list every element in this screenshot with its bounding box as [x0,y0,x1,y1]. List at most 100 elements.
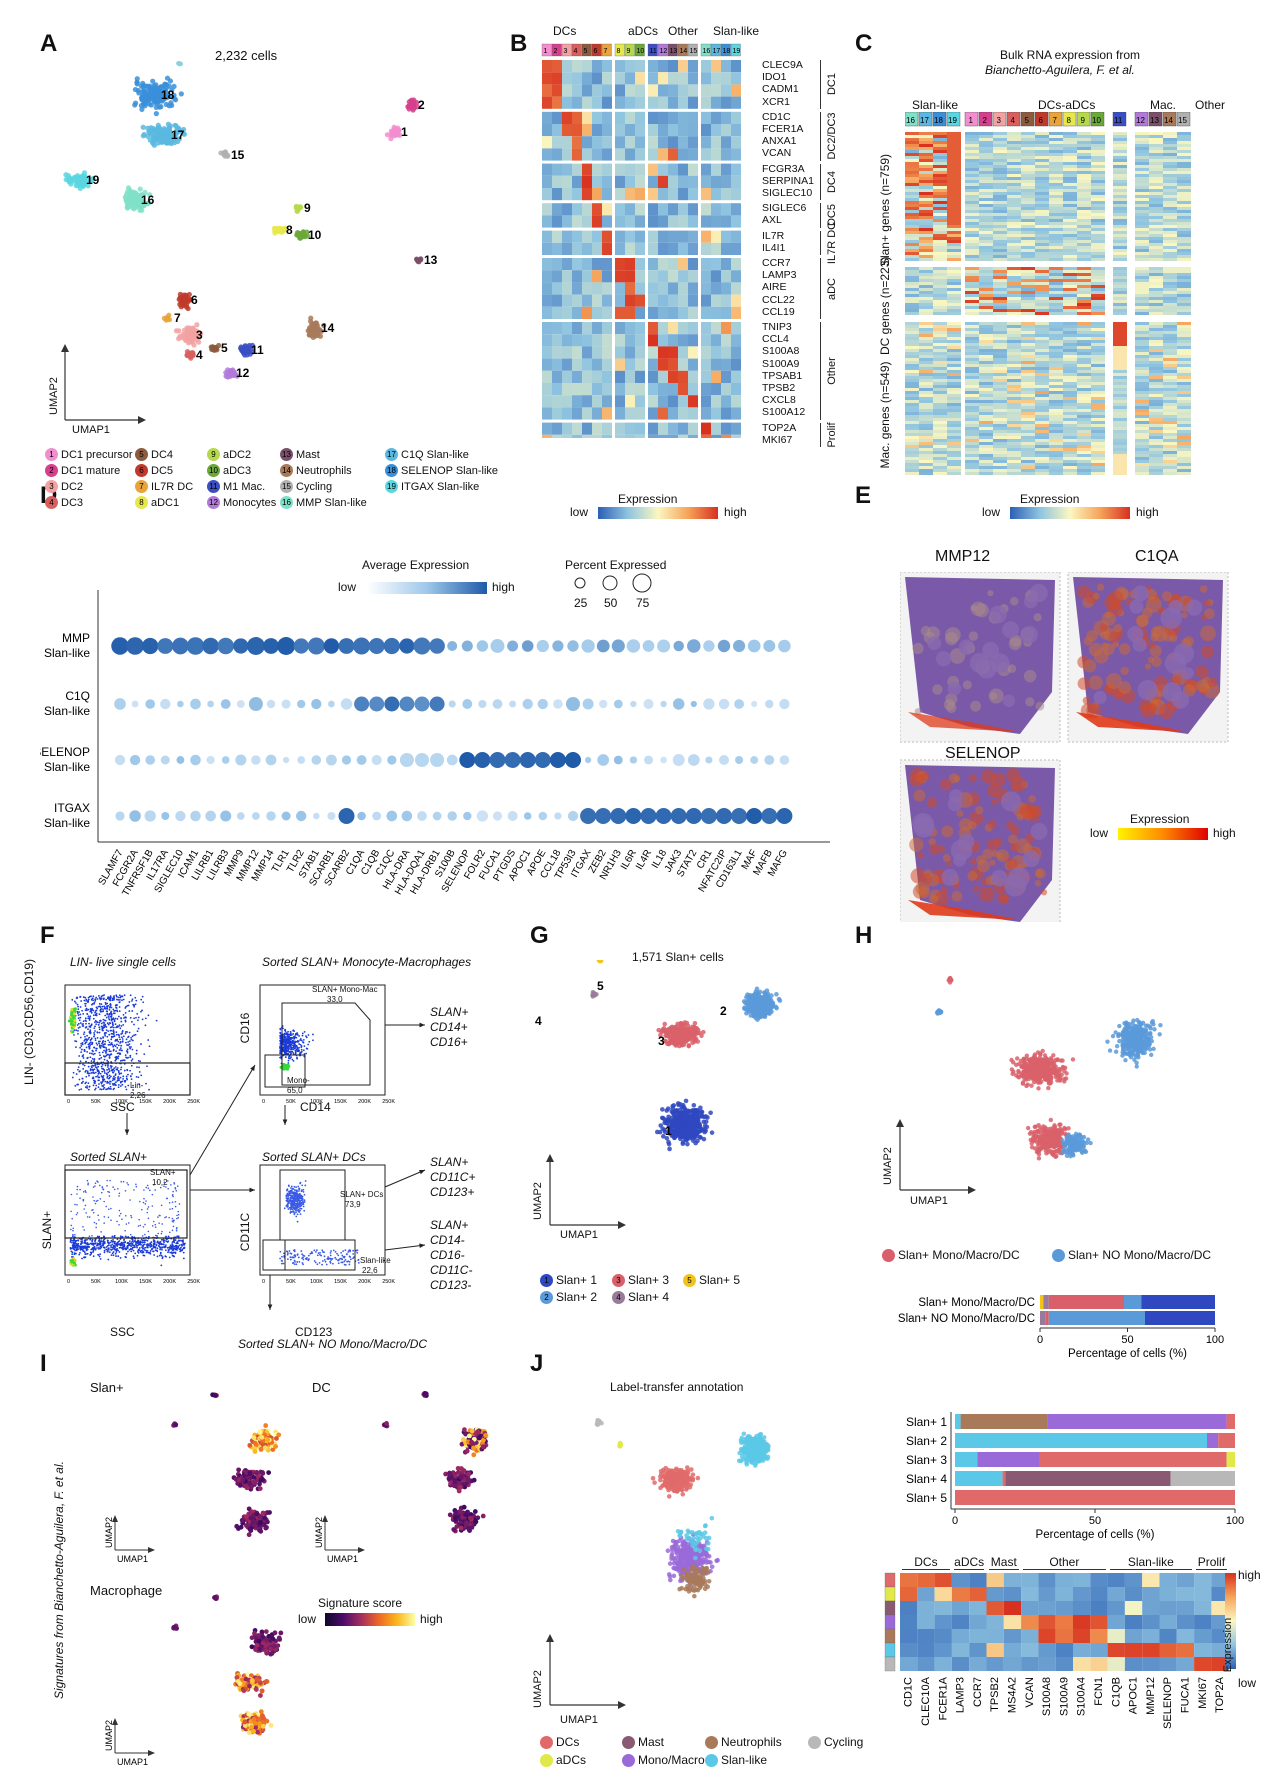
c-heat-cell [1021,430,1035,433]
c-heat-cell [905,331,919,334]
c-heat-cell [1163,358,1177,361]
c-heat-cell [1063,201,1077,204]
panel-f-plot4-ylabel: CD11C [238,1212,252,1252]
c-heat-cell [905,231,919,234]
j-heat-cell [1142,1657,1160,1671]
c-heat-cell [919,168,933,171]
c-heat-cell [1077,442,1091,445]
heat-cell [688,111,698,124]
c-heat-cell [1063,325,1077,328]
c-heat-cell [1113,391,1127,394]
c-heat-cell [1091,427,1105,430]
heat-cell [648,230,658,243]
c-heat-cell [1091,300,1105,303]
c-heat-cell [1049,306,1063,309]
heat-cell [731,136,741,149]
c-heat-cell [1021,198,1035,201]
c-heat-cell [1063,135,1077,138]
c-heat-cell [1091,442,1105,445]
c-heat-cell [1021,162,1035,165]
c-heat-cell [1077,237,1091,240]
legend-cluster-2: 2 DC1 mature [45,464,120,477]
c-heat-cell [1113,282,1127,285]
c-heat-cell [947,397,961,400]
c-heat-cell [947,135,961,138]
c-heat-cell [1063,276,1077,279]
heat-cell [625,203,635,216]
c-heat-cell [965,448,979,451]
c-heat-cell [1091,460,1105,463]
c-heat-cell [1021,424,1035,427]
c-heat-cell [1113,331,1127,334]
c-heat-cell [1091,258,1105,261]
c-heat-cell [905,138,919,141]
c-heat-cell [1049,418,1063,421]
c-heat-cell [1077,276,1091,279]
heat-cell [615,422,625,435]
c-heat-cell [1021,294,1035,297]
heat-cell [592,188,602,201]
heat-cell [572,422,582,435]
c-heat-cell [993,382,1007,385]
c-heat-cell [1077,150,1091,153]
c-heat-cell [1163,306,1177,309]
legend-dot: 10 [207,464,220,477]
panel-f-plot1-xlabel: SSC [110,1100,135,1114]
j-heat-cell [917,1643,935,1657]
c-heat-cell [1177,400,1191,403]
c-heat-cell [1163,138,1177,141]
j-heat-cell [1021,1657,1039,1671]
c-heat-cell [1135,279,1149,282]
c-heat-cell [993,364,1007,367]
c-heat-cell [933,421,947,424]
gene-label: FCGR3A [762,162,805,175]
c-heat-cell [1035,451,1049,454]
d-dot [703,640,715,652]
c-heat-cell [1049,430,1063,433]
c-heat-cell [1113,165,1127,168]
heat-cell [542,270,552,283]
c-heat-cell [933,153,947,156]
heat-cell [572,188,582,201]
heat-cell [572,282,582,295]
c-heat-cell [947,415,961,418]
heat-cell [625,407,635,420]
c-heat-cell [1149,279,1163,282]
c-heat-cell [947,376,961,379]
c-heat-cell [1035,168,1049,171]
c-heat-cell [1021,394,1035,397]
c-heat-cell [965,279,979,282]
heat-cell [688,175,698,188]
c-heat-cell [1163,457,1177,460]
c-heat-cell [1163,141,1177,144]
c-heat-cell [1135,255,1149,258]
c-heat-cell [1035,252,1049,255]
c-heat-cell [1077,186,1091,189]
c-heat-cell [1113,445,1127,448]
c-heat-cell [1077,349,1091,352]
c-heat-cell [1049,198,1063,201]
c-heat-cell [919,198,933,201]
c-heat-cell [965,472,979,475]
c-heat-cell [1007,463,1021,466]
c-heat-cell [1063,463,1077,466]
c-heat-cell [1021,454,1035,457]
c-heat-cell [1091,294,1105,297]
c-heat-cell [1135,165,1149,168]
heat-cell [658,60,668,73]
col-header-text: 3 [564,48,568,55]
heat-cell [592,306,602,319]
heat-cell [562,163,572,176]
d-dot [474,752,491,768]
col-header-text: 12 [660,48,668,55]
d-dot [277,637,296,655]
heat-cell [582,60,592,73]
cluster-label-2: 2 [418,98,425,112]
c-heat-cell [1063,171,1077,174]
c-heat-cell [933,285,947,288]
c-heat-cell [993,165,1007,168]
c-heat-cell [979,306,993,309]
c-heat-cell [979,132,993,135]
j-heat-cell [1159,1615,1177,1629]
